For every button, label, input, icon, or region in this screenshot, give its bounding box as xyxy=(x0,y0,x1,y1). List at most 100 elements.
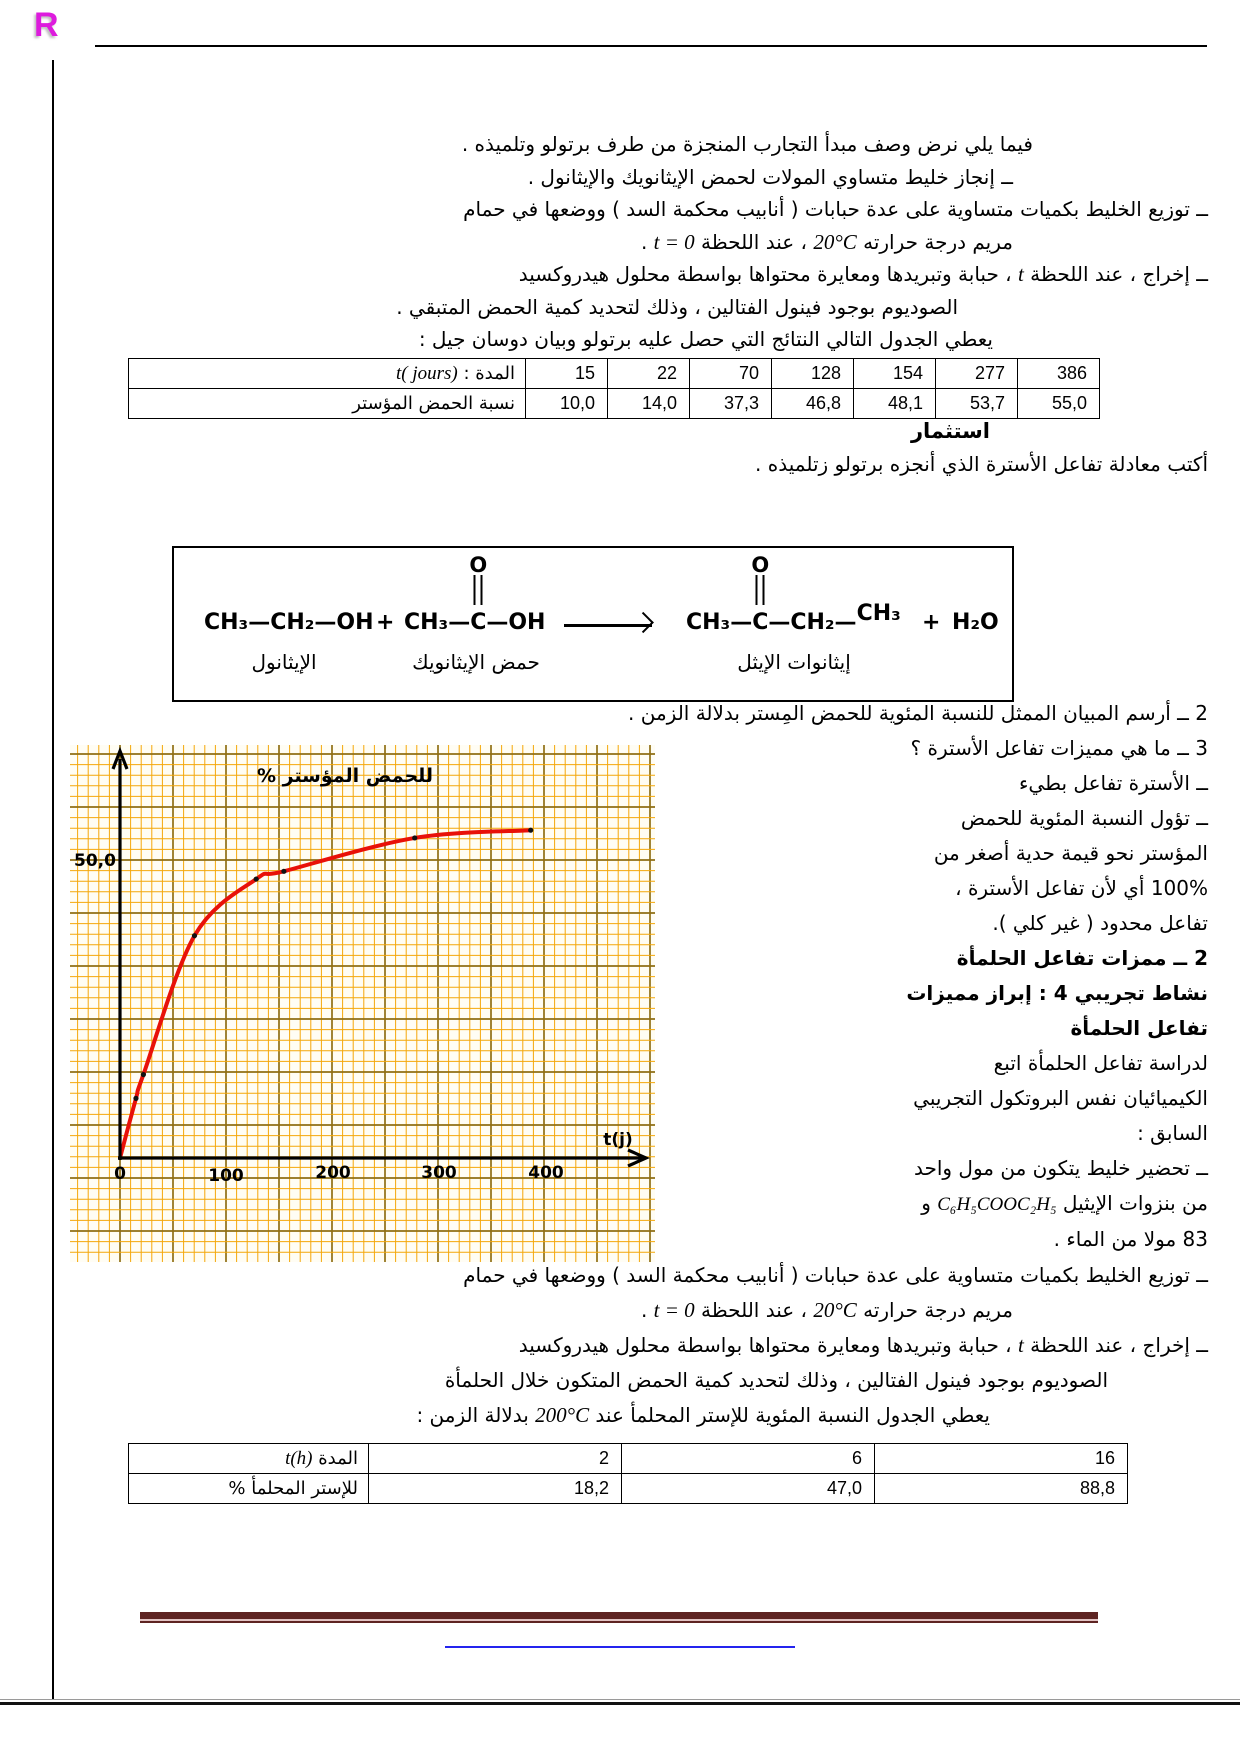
pct-value: 14,0 xyxy=(607,388,690,419)
investment-title: استثمار xyxy=(910,419,990,443)
activity4-heading: نشاط تجريبي 4 : إبراز مميزات xyxy=(906,981,1208,1005)
x-axis-arrow xyxy=(627,1148,650,1168)
intro-line-6: الصوديوم بوجود فينول الفتالين ، وذلك لتح… xyxy=(396,294,958,319)
water-moles-line: 83 مولا من الماء . xyxy=(1053,1227,1208,1251)
benzoate-line: من بنزوات الإيثيل C₆H₅COOC₂H₅ و xyxy=(635,1186,1208,1222)
x-tick: 400 xyxy=(528,1163,564,1183)
temp-20c: 20°C xyxy=(813,229,857,254)
bottom-line-2-text: مريم درجة حرارته xyxy=(856,1298,1013,1322)
formula-part: CH₃ xyxy=(856,601,901,626)
bottom-line-2: مريم درجة حرارته 20°C ، عند اللحظة t = 0… xyxy=(130,1293,1013,1328)
intro-line-4-period: . xyxy=(640,229,654,254)
ethanol-label: الإيثانول xyxy=(251,650,317,674)
left-margin-line xyxy=(52,60,54,1700)
write-equation-instruction: أكتب معادلة تفاعل الأسترة الذي أنجزه برت… xyxy=(755,452,1208,476)
pct-value: 18,2 xyxy=(368,1473,622,1504)
bottom-line-3-text2: ، حبابة وتبريدها ومعايرة محتواها بواسطة … xyxy=(518,1333,1018,1357)
t-value: 22 xyxy=(607,358,690,389)
hydrolysis-heading: 2 ــ ممزات تفاعل الحلمأة xyxy=(956,946,1208,970)
oxygen-atom: O xyxy=(469,553,488,577)
pct-value: 37,3 xyxy=(689,388,772,419)
intro-line-1: فيما يلي نرض وصف مبدأ التجارب المنجزة من… xyxy=(461,132,1033,156)
t-jours-symbol: t( jours) xyxy=(395,362,458,384)
intro-line-4-text: مريم درجة حرارته xyxy=(856,229,1013,254)
chart-grid xyxy=(70,745,655,1262)
header-rule xyxy=(95,45,1207,47)
plus-sign: + xyxy=(922,610,941,635)
bottom-line-3: ــ إخراج ، عند اللحظة t ، حبابة وتبريدها… xyxy=(130,1328,1208,1363)
protocol-line: لدراسة تفاعل الحلمأة اتبع xyxy=(993,1051,1208,1075)
ethanoic-acid-formula: CH₃—C O —OH xyxy=(404,553,545,635)
q3-line: 3 ــ ما هي مميزات تفاعل الأسترة ؟ xyxy=(910,736,1208,760)
esterified-acid-label: نسبة الحمض المؤستر xyxy=(128,388,526,419)
pct-value: 55,0 xyxy=(1017,388,1100,419)
answer-line: المؤستر نحو قيمة حدية أصغر من xyxy=(933,841,1208,865)
activity4-heading2: تفاعل الحلمأة xyxy=(1070,1016,1208,1040)
mixture-line: ــ تحضير خليط يتكون من مول واحد xyxy=(913,1156,1208,1180)
chart-background xyxy=(70,745,655,1262)
intro-line-5-text: ــ إخراج ، عند اللحظة xyxy=(1023,262,1208,286)
intro-paragraph: فيما يلي نرض وصف مبدأ التجارب المنجزة من… xyxy=(130,128,1208,356)
protocol-line: الكيميائيان نفس البروتكول التجريبي xyxy=(913,1086,1208,1110)
duration-label: المدة xyxy=(312,1447,358,1469)
page-break-line-dark xyxy=(0,1702,1240,1705)
formula-part: CH₃— xyxy=(404,610,471,635)
answer-line: 100% أي لأن تفاعل الأسترة ، xyxy=(955,876,1208,900)
t-value: 15 xyxy=(525,358,608,389)
y-axis-arrow xyxy=(111,746,129,770)
t-value: 154 xyxy=(853,358,936,389)
t-value: 6 xyxy=(621,1443,875,1474)
table-row: المدة : t( jours) 15 22 70 128 154 277 3… xyxy=(128,358,1100,389)
t-value: 16 xyxy=(874,1443,1128,1474)
water-formula: H₂O xyxy=(952,610,999,635)
ethyl-ethanoate-formula: CH₃—C O —CH₂—CH₃ xyxy=(686,553,901,635)
ethyl-ethanoate-label: إيثانوات الإيثل xyxy=(737,650,851,674)
t-value: 128 xyxy=(771,358,854,389)
questions-column: 2 ــ أرسم المبيان الممثل للنسبة المئوية … xyxy=(628,696,1208,1257)
intro-line-2: ــ إنجاز خليط متساوي المولات لحمض الإيثا… xyxy=(527,164,1013,189)
data-point xyxy=(528,827,534,833)
reaction-arrow xyxy=(564,624,652,627)
benzoate-text2: و xyxy=(921,1191,938,1215)
answer-line: ــ الأسترة تفاعل بطيء xyxy=(1019,771,1208,795)
footer-divider-bar xyxy=(140,1612,1098,1623)
footer-link-underline[interactable] xyxy=(445,1646,795,1648)
bottom-line-5: يعطي الجدول النسبة المئوية للإستر المحلم… xyxy=(130,1398,990,1433)
t-symbol: t xyxy=(1017,262,1024,286)
data-point xyxy=(140,1071,147,1078)
x-tick: 300 xyxy=(421,1163,457,1183)
ethanol-formula: CH₃—CH₂—OH xyxy=(204,610,374,635)
temp-200c: 200°C xyxy=(535,1403,590,1427)
page-break-line-light xyxy=(0,1699,1240,1700)
results-table-esterification: المدة : t( jours) 15 22 70 128 154 277 3… xyxy=(128,358,1100,419)
double-bond xyxy=(755,575,765,605)
data-point xyxy=(412,835,418,841)
t-symbol: t xyxy=(1017,1333,1024,1357)
intro-line-4: مريم درجة حرارته 20°C ، عند اللحظة t = 0… xyxy=(130,226,1013,259)
esterification-chart: % للحمض المؤستر 50,0 0 100 200 300 400 t… xyxy=(70,745,655,1262)
protocol-line: السابق : xyxy=(1137,1121,1208,1145)
formula-part: —CH₂— xyxy=(768,610,857,635)
t-equals-0: t = 0 xyxy=(653,1298,695,1322)
x-axis-label: t(j) xyxy=(603,1130,633,1150)
pct-value: 88,8 xyxy=(874,1473,1128,1504)
data-point xyxy=(281,868,287,874)
double-bond xyxy=(473,575,483,605)
q2-line: 2 ــ أرسم المبيان الممثل للنسبة المئوية … xyxy=(628,701,1208,725)
t-h-symbol: t(h) xyxy=(285,1447,313,1469)
carbon-atom: C xyxy=(752,610,769,635)
table-row: المدة t(h) 2 6 16 xyxy=(128,1443,1128,1474)
bottom-line-5-text: يعطي الجدول النسبة المئوية للإستر المحلم… xyxy=(589,1403,990,1427)
bottom-line-2-text2: ، عند اللحظة xyxy=(694,1298,814,1322)
footer-thick-line xyxy=(140,1612,1098,1619)
x-tick: 0 xyxy=(114,1164,126,1184)
bottom-line-3-text: ــ إخراج ، عند اللحظة xyxy=(1023,1333,1208,1357)
answer-line: ــ تؤول النسبة المئوية للحمض xyxy=(960,806,1208,830)
table-row: % للإستر المحلمأ 18,2 47,0 88,8 xyxy=(128,1473,1128,1504)
hydrolyzed-ester-label: % للإستر المحلمأ xyxy=(128,1473,369,1504)
x-tick: 100 xyxy=(208,1166,244,1186)
footer-thin-line xyxy=(140,1621,1098,1623)
chart-curve xyxy=(118,827,534,1160)
